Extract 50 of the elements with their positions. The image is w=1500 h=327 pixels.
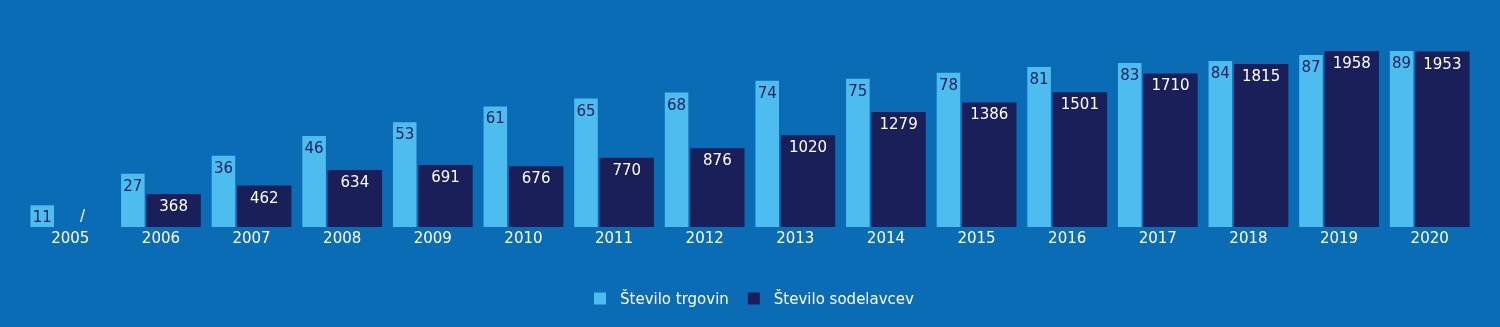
legend-label: Število sodelavcev: [773, 289, 915, 309]
data-label: 11: [32, 208, 52, 227]
x-tick-label: 2005: [51, 229, 90, 247]
data-label: 462: [249, 188, 279, 207]
x-tick-label: 2018: [1229, 229, 1268, 247]
data-label: 89: [1392, 54, 1412, 73]
data-label: 1279: [879, 115, 918, 134]
data-label: 65: [576, 101, 596, 120]
data-label: 68: [667, 95, 687, 114]
x-tick-label: 2014: [866, 229, 906, 247]
data-label: 61: [485, 109, 505, 128]
data-label: 368: [159, 196, 188, 215]
legend-label: Število trgovin: [620, 289, 729, 309]
data-label: 676: [521, 169, 551, 188]
x-tick-label: 2016: [1048, 229, 1087, 247]
x-tick-label: 2006: [141, 229, 181, 247]
data-label: 634: [340, 173, 370, 192]
data-label: 770: [612, 160, 642, 179]
x-tick-label: 2007: [232, 229, 271, 247]
x-tick-label: 2010: [504, 229, 543, 247]
data-label: 1958: [1332, 54, 1371, 73]
data-label: 36: [213, 158, 234, 177]
text: /: [80, 207, 86, 225]
data-label: 83: [1120, 65, 1140, 84]
x-tick-label: 2015: [957, 229, 996, 247]
data-label: 1953: [1423, 54, 1462, 73]
x-tick-label: 2019: [1319, 229, 1359, 247]
x-tick-label: 2020: [1410, 229, 1449, 247]
x-tick-label: 2009: [413, 229, 452, 247]
data-label: 87: [1301, 58, 1321, 77]
data-label: 78: [938, 75, 959, 94]
data-label: 75: [848, 81, 868, 100]
x-tick-label: 2013: [776, 229, 815, 247]
x-tick-label: 2012: [685, 229, 724, 247]
x-tick-label: 2017: [1138, 229, 1177, 247]
data-label: 74: [757, 83, 777, 102]
data-label: 1815: [1242, 66, 1281, 85]
data-label: 81: [1029, 69, 1049, 88]
data-label: 84: [1210, 63, 1230, 82]
data-label: 27: [123, 176, 143, 195]
data-label: 1386: [970, 105, 1009, 124]
data-label: 876: [703, 151, 732, 170]
x-tick-label: 2011: [594, 229, 634, 247]
data-label: 46: [304, 139, 324, 158]
data-label: 1501: [1060, 95, 1099, 114]
x-tick-label: 2008: [323, 229, 362, 247]
data-label: 53: [395, 125, 415, 144]
data-label: 1710: [1151, 76, 1190, 95]
data-label: 1020: [788, 138, 828, 157]
data-label: 691: [431, 167, 460, 186]
